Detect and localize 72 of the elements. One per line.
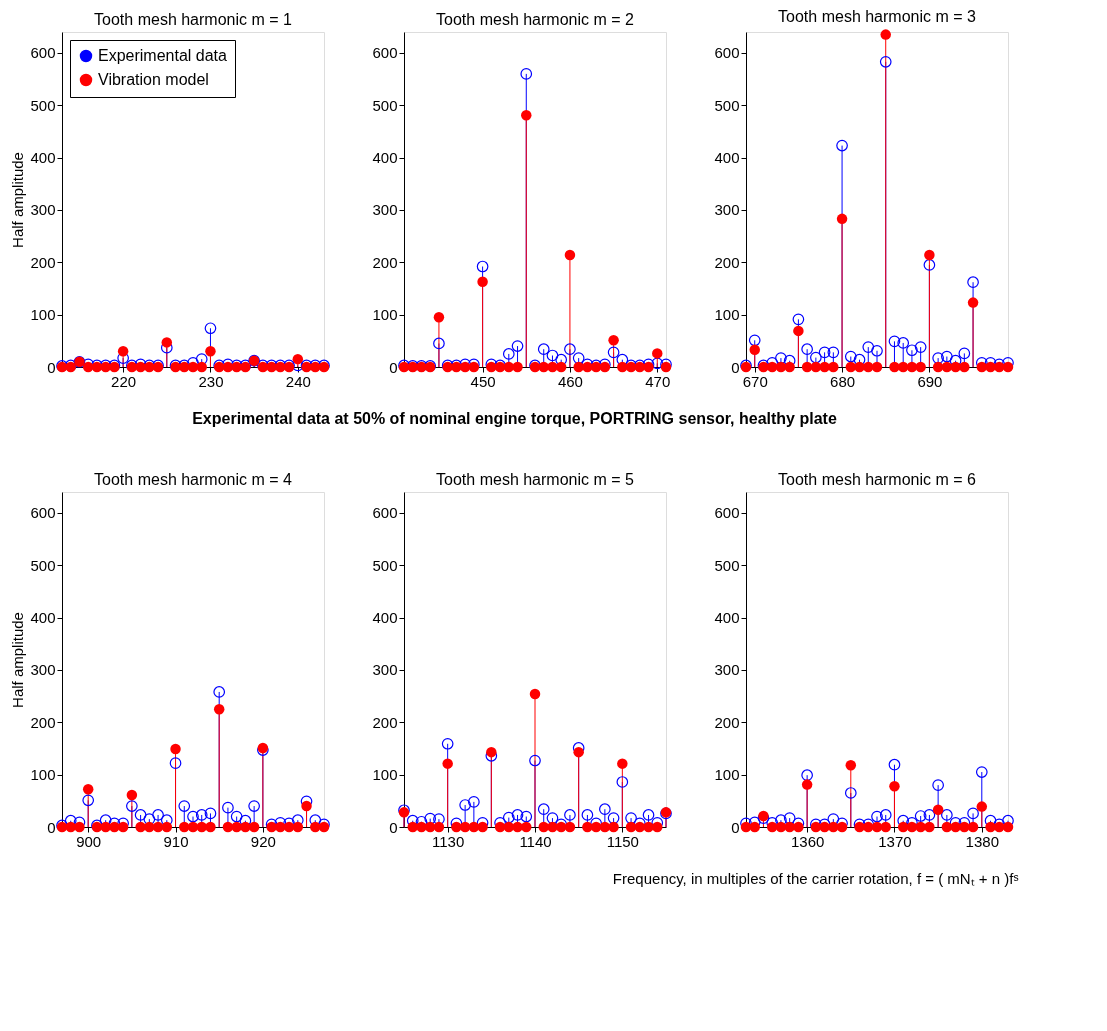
- y-tick-label: 400: [714, 609, 740, 627]
- x-tick-label: 220: [111, 372, 137, 390]
- y-tick-label: 100: [372, 306, 398, 324]
- y-tick-label: 600: [714, 504, 740, 522]
- y-tick-label: 400: [372, 149, 398, 167]
- y-tick-label: 300: [714, 661, 740, 679]
- x-tick-label: 680: [830, 372, 856, 390]
- chart-title: Tooth mesh harmonic m = 4: [94, 471, 293, 488]
- chart-title: Tooth mesh harmonic m = 1: [94, 11, 293, 28]
- chart-title: Tooth mesh harmonic m = 6: [778, 471, 977, 488]
- x-tick-label: 900: [76, 832, 102, 850]
- y-tick-label: 500: [30, 96, 56, 114]
- x-tick-label: 230: [198, 372, 224, 390]
- y-tick-label: 600: [372, 44, 398, 62]
- y-tick-label: 200: [30, 713, 56, 731]
- y-tick-label: 600: [30, 504, 56, 522]
- legend-label: Vibration model: [98, 71, 209, 88]
- x-tick-label: 1140: [519, 832, 552, 850]
- y-tick-label: 100: [714, 306, 740, 324]
- y-tick-label: 300: [372, 201, 398, 219]
- y-tick-label: 300: [30, 201, 56, 219]
- x-tick-label: 690: [917, 372, 943, 390]
- y-tick-label: 100: [372, 766, 398, 784]
- x-tick-label: 1380: [965, 832, 999, 850]
- x-tick-label: 670: [742, 372, 768, 390]
- chart-title: Tooth mesh harmonic m = 2: [436, 11, 635, 28]
- x-tick-label: 240: [285, 372, 311, 390]
- x-tick-label: 470: [645, 372, 671, 390]
- y-tick-label: 0: [47, 818, 56, 836]
- y-tick-label: 100: [714, 766, 740, 784]
- x-tick-label: 1130: [432, 832, 465, 850]
- y-axis-title: Half amplitude: [9, 612, 27, 708]
- x-tick-label: 1360: [790, 832, 825, 850]
- chart-title: Tooth mesh harmonic m = 3: [778, 8, 977, 26]
- y-tick-label: 600: [30, 44, 56, 62]
- y-tick-label: 500: [30, 556, 56, 574]
- y-tick-label: 200: [30, 253, 56, 271]
- y-tick-label: 500: [372, 96, 398, 114]
- legend-label: Experimental data: [98, 47, 228, 64]
- x-axis-title: Frequency, in multiples of the carrier rotation, f = ( mNₜ + n )fˢ: [612, 869, 1019, 887]
- y-tick-label: 600: [372, 504, 398, 522]
- y-tick-label: 100: [30, 306, 56, 324]
- y-tick-label: 500: [714, 556, 740, 574]
- x-tick-label: 460: [557, 372, 583, 390]
- chart-title: Tooth mesh harmonic m = 5: [436, 471, 635, 488]
- y-tick-label: 400: [30, 149, 56, 167]
- y-tick-label: 0: [389, 818, 398, 836]
- text: Experimental data at 50% of nominal engine torque, PORTRING sensor, healthy plate: [192, 409, 837, 427]
- y-tick-label: 0: [731, 358, 740, 376]
- y-tick-label: 600: [714, 44, 740, 62]
- y-axis-title: Half amplitude: [9, 152, 27, 248]
- y-tick-label: 0: [47, 358, 56, 376]
- x-tick-label: 450: [470, 372, 496, 390]
- y-tick-label: 300: [30, 661, 56, 679]
- x-tick-label: 920: [250, 832, 276, 850]
- y-tick-label: 400: [714, 149, 740, 167]
- y-tick-label: 400: [30, 609, 56, 627]
- y-tick-label: 400: [372, 609, 398, 627]
- y-tick-label: 0: [731, 818, 740, 836]
- y-tick-label: 200: [372, 253, 398, 271]
- y-tick-label: 500: [372, 556, 398, 574]
- x-tick-label: 1370: [878, 832, 912, 850]
- y-tick-label: 300: [372, 661, 398, 679]
- x-tick-label: 1150: [606, 832, 639, 850]
- y-tick-label: 300: [714, 201, 740, 219]
- y-tick-label: 500: [714, 96, 740, 114]
- y-tick-label: 200: [372, 713, 398, 731]
- y-tick-label: 100: [30, 766, 56, 784]
- y-tick-label: 200: [714, 713, 740, 731]
- y-tick-label: 0: [389, 358, 398, 376]
- y-tick-label: 200: [714, 253, 740, 271]
- x-tick-label: 910: [163, 832, 189, 850]
